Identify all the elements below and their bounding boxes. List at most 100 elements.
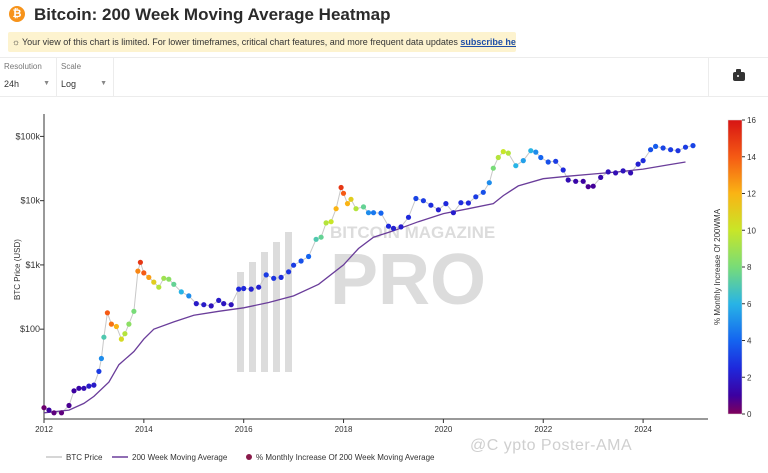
heat-point (450, 210, 456, 216)
heat-point (256, 284, 262, 290)
heat-point (236, 286, 242, 292)
watermark-pro-text: PRO (330, 240, 486, 320)
heat-point (278, 274, 284, 280)
heat-point (668, 147, 674, 153)
heat-point (221, 301, 227, 307)
chart-legend: BTC Price 200 Week Moving Average % Monthl… (46, 453, 435, 462)
heat-point (585, 184, 591, 190)
watermark-bar (237, 272, 244, 372)
heat-point (648, 147, 654, 153)
screenshot-button[interactable] (708, 58, 768, 96)
heat-point (605, 169, 611, 175)
y-tick-label: $10k (20, 196, 40, 206)
camera-icon (733, 69, 745, 81)
heat-point (186, 293, 192, 299)
heat-point (241, 285, 247, 292)
heat-point (193, 301, 199, 307)
heat-point (413, 195, 419, 202)
heat-point (81, 385, 87, 391)
colorbar-label: % Monthly Increase Of 200WMA (713, 208, 722, 325)
heat-point (443, 201, 449, 207)
watermark-bar (285, 232, 292, 372)
bitcoin-logo-icon: ₿ (9, 6, 25, 22)
heat-point (660, 145, 666, 151)
heat-point (390, 225, 397, 231)
heat-point (480, 189, 486, 195)
heat-point (41, 405, 47, 411)
colorbar-tick-label: 14 (747, 153, 756, 162)
watermark-brand: BITCOIN MAGAZINE (330, 223, 495, 242)
y-tick-label: $100k (15, 131, 40, 141)
sun-icon: ☼ (11, 37, 21, 47)
watermark-bar (273, 242, 280, 372)
heat-point (318, 234, 324, 240)
heat-point (435, 207, 441, 213)
heat-point (98, 355, 104, 362)
heat-point (201, 302, 207, 308)
heat-point (553, 158, 559, 164)
heat-point (473, 194, 479, 200)
heat-point (291, 262, 297, 268)
heat-point (580, 178, 586, 184)
heat-point (690, 143, 696, 149)
heat-point (146, 274, 152, 280)
heat-point (118, 336, 124, 342)
x-tick-label: 2012 (35, 425, 53, 434)
heat-point (71, 388, 77, 394)
heat-point (628, 170, 634, 176)
heat-point (51, 410, 57, 416)
heat-point (458, 200, 464, 206)
heat-point (131, 308, 137, 314)
heat-point (66, 402, 72, 409)
x-tick-label: 2024 (634, 425, 652, 434)
heat-point (533, 149, 539, 155)
legend-label-heat: % Monthly Increase Of 200 Week Moving Av… (256, 453, 435, 462)
heat-point (208, 303, 214, 309)
wma-line (43, 161, 686, 414)
heat-point (216, 297, 222, 303)
colorbar-tick-label: 0 (747, 410, 752, 419)
heat-point (156, 284, 162, 290)
limited-view-notice: ☼ Your view of this chart is limited. For… (8, 32, 516, 52)
chevron-down-icon: ▼ (43, 80, 50, 87)
heat-point (286, 269, 292, 275)
colorbar-tick-label: 8 (747, 263, 752, 272)
heat-point (613, 170, 619, 176)
subscribe-link[interactable]: subscribe here (460, 37, 516, 47)
heat-point (96, 368, 102, 374)
watermark-bar (249, 262, 256, 372)
heat-point (46, 407, 52, 413)
heat-point (353, 206, 359, 212)
resolution-select[interactable]: Resolution 24h ▼ (0, 58, 57, 96)
heat-point (420, 198, 426, 204)
legend-label-wma: 200 Week Moving Average (132, 453, 228, 462)
heat-point (428, 202, 434, 208)
heat-point (565, 177, 571, 183)
heat-point (465, 200, 471, 206)
heat-point (495, 154, 501, 161)
x-tick-label: 2020 (435, 425, 453, 434)
resolution-label: Resolution (4, 62, 42, 71)
heat-point (228, 302, 234, 308)
heat-point (635, 161, 641, 167)
chart-header: ₿ Bitcoin: 200 Week Moving Average Heatm… (0, 0, 768, 30)
y-axis-label: BTC Price (USD) (13, 239, 22, 300)
colorbar-tick-label: 6 (747, 300, 752, 309)
heat-point (398, 224, 404, 230)
heat-point (113, 323, 119, 330)
heat-point (86, 383, 92, 389)
heat-point (486, 180, 492, 186)
heat-point (271, 275, 277, 281)
scale-value: Log (61, 79, 77, 89)
colorbar-tick-label: 4 (747, 337, 752, 346)
scale-select[interactable]: Scale Log ▼ (57, 58, 114, 96)
heat-point (76, 385, 82, 391)
heat-point (365, 210, 372, 216)
heat-point (137, 259, 143, 265)
watermark-bar (261, 252, 268, 372)
chart-controls: Resolution 24h ▼ Scale Log ▼ (0, 57, 768, 97)
heat-point (151, 279, 157, 285)
heat-point (340, 190, 347, 196)
heat-point (91, 382, 97, 388)
